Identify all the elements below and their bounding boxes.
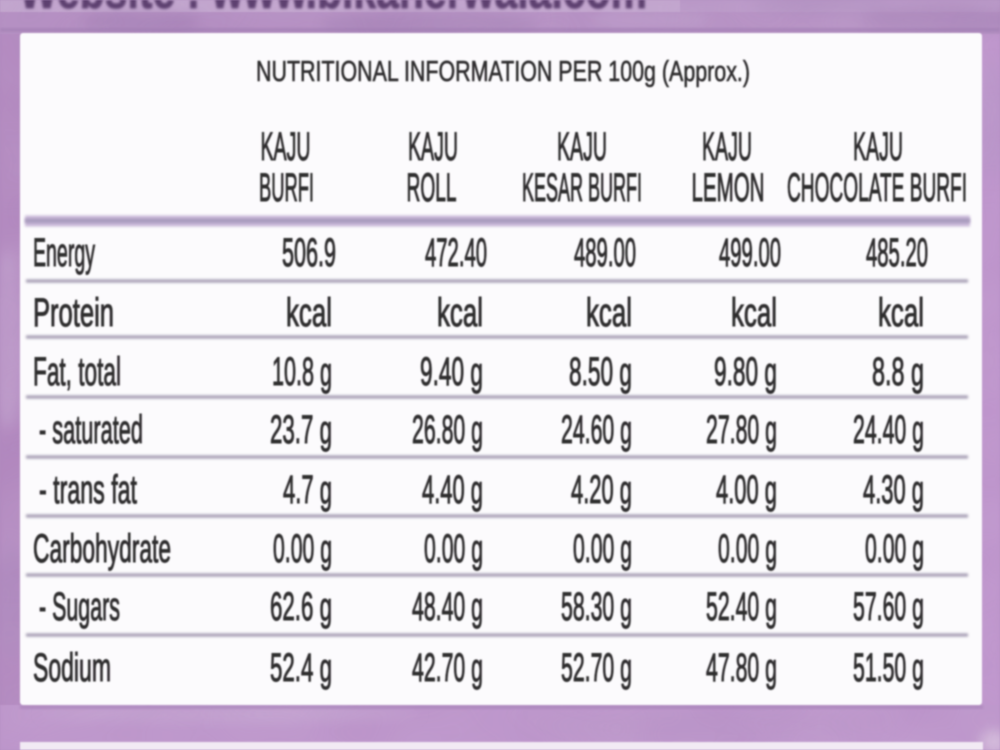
svg-text:52.40 g: 52.40 g xyxy=(706,585,777,629)
svg-text:NUTRITIONAL INFORMATION PER 10: NUTRITIONAL INFORMATION PER 100g (Approx… xyxy=(256,56,750,88)
svg-text:kcal: kcal xyxy=(878,291,924,335)
svg-text:0.00 g: 0.00 g xyxy=(424,527,483,571)
svg-text:58.30 g: 58.30 g xyxy=(561,585,632,629)
svg-text:57.60 g: 57.60 g xyxy=(853,585,924,629)
svg-text:4.40 g: 4.40 g xyxy=(422,468,483,512)
svg-text:LEMON: LEMON xyxy=(692,166,765,210)
svg-text:506.9: 506.9 xyxy=(282,231,336,275)
svg-text:62.6 g: 62.6 g xyxy=(270,585,332,629)
svg-text:47.80 g: 47.80 g xyxy=(706,646,777,690)
svg-text:Fat, total: Fat, total xyxy=(33,350,121,394)
svg-text:472.40: 472.40 xyxy=(425,231,487,275)
svg-text:23.7 g: 23.7 g xyxy=(270,408,332,452)
svg-text:Carbohydrate: Carbohydrate xyxy=(33,527,171,571)
svg-text:4.7 g: 4.7 g xyxy=(283,468,332,512)
svg-text:10.8 g: 10.8 g xyxy=(272,350,332,394)
svg-text:Energy: Energy xyxy=(33,231,95,275)
svg-text:0.00 g: 0.00 g xyxy=(273,527,332,571)
svg-text:CHOCOLATE BURFI: CHOCOLATE BURFI xyxy=(787,166,967,210)
svg-text:4.00 g: 4.00 g xyxy=(716,468,777,512)
svg-text:kcal: kcal xyxy=(437,291,483,335)
svg-text:Website : www.bikanerwala.com: Website : www.bikanerwala.com xyxy=(19,0,647,20)
svg-text:- Sugars: - Sugars xyxy=(39,585,120,629)
svg-text:KAJU: KAJU xyxy=(702,125,752,169)
svg-text:4.20 g: 4.20 g xyxy=(571,468,632,512)
svg-text:KAJU: KAJU xyxy=(557,125,607,169)
svg-text:0.00 g: 0.00 g xyxy=(573,527,632,571)
svg-text:Sodium: Sodium xyxy=(33,646,111,690)
svg-text:48.40 g: 48.40 g xyxy=(412,585,483,629)
svg-text:499.00: 499.00 xyxy=(719,231,781,275)
svg-text:42.70 g: 42.70 g xyxy=(412,646,483,690)
svg-text:Protein: Protein xyxy=(33,291,114,335)
svg-text:KESAR BURFI: KESAR BURFI xyxy=(522,166,642,210)
svg-text:27.80 g: 27.80 g xyxy=(706,408,777,452)
svg-text:KAJU: KAJU xyxy=(853,125,903,169)
svg-text:KAJU: KAJU xyxy=(408,125,458,169)
svg-text:kcal: kcal xyxy=(731,291,777,335)
svg-text:kcal: kcal xyxy=(286,291,332,335)
svg-text:kcal: kcal xyxy=(586,291,632,335)
svg-text:8.8 g: 8.8 g xyxy=(872,350,924,394)
svg-text:0.00 g: 0.00 g xyxy=(865,527,924,571)
svg-text:- trans fat: - trans fat xyxy=(39,468,137,512)
svg-text:24.40 g: 24.40 g xyxy=(853,408,924,452)
svg-text:9.40 g: 9.40 g xyxy=(420,350,483,394)
svg-text:0.00 g: 0.00 g xyxy=(718,527,777,571)
svg-text:8.50 g: 8.50 g xyxy=(569,350,632,394)
svg-text:BURFI: BURFI xyxy=(259,166,314,210)
svg-text:9.80 g: 9.80 g xyxy=(714,350,777,394)
svg-text:489.00: 489.00 xyxy=(574,231,636,275)
svg-text:485.20: 485.20 xyxy=(866,231,928,275)
svg-text:52.4 g: 52.4 g xyxy=(270,646,332,690)
svg-text:4.30 g: 4.30 g xyxy=(863,468,924,512)
svg-text:52.70 g: 52.70 g xyxy=(561,646,632,690)
svg-text:KAJU: KAJU xyxy=(261,125,311,169)
svg-text:24.60 g: 24.60 g xyxy=(561,408,632,452)
svg-text:ROLL: ROLL xyxy=(407,166,457,210)
svg-text:26.80 g: 26.80 g xyxy=(412,408,483,452)
svg-text:- saturated: - saturated xyxy=(39,408,143,452)
svg-text:51.50 g: 51.50 g xyxy=(853,646,924,690)
